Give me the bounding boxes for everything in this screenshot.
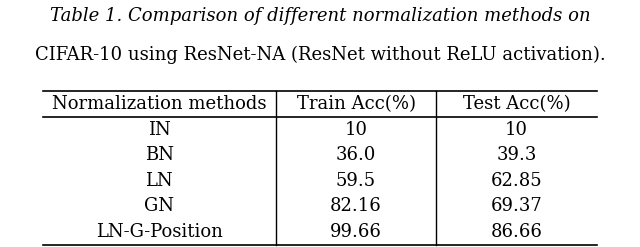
- Text: 39.3: 39.3: [497, 146, 537, 164]
- Text: GN: GN: [145, 197, 174, 215]
- Text: LN-G-Position: LN-G-Position: [96, 223, 223, 241]
- Text: Table 1. Comparison of different normalization methods on: Table 1. Comparison of different normali…: [50, 7, 590, 25]
- Text: BN: BN: [145, 146, 174, 164]
- Text: 10: 10: [505, 121, 528, 139]
- Text: 69.37: 69.37: [491, 197, 543, 215]
- Text: Test Acc(%): Test Acc(%): [463, 95, 570, 113]
- Text: 99.66: 99.66: [330, 223, 382, 241]
- Text: 62.85: 62.85: [491, 172, 543, 190]
- Text: IN: IN: [148, 121, 171, 139]
- Text: 10: 10: [344, 121, 367, 139]
- Text: 59.5: 59.5: [336, 172, 376, 190]
- Text: LN: LN: [145, 172, 173, 190]
- Text: 82.16: 82.16: [330, 197, 382, 215]
- Text: 36.0: 36.0: [336, 146, 376, 164]
- Text: 86.66: 86.66: [491, 223, 543, 241]
- Text: CIFAR-10 using ResNet-NA (ResNet without ReLU activation).: CIFAR-10 using ResNet-NA (ResNet without…: [35, 46, 605, 64]
- Text: Train Acc(%): Train Acc(%): [296, 95, 415, 113]
- Text: Normalization methods: Normalization methods: [52, 95, 267, 113]
